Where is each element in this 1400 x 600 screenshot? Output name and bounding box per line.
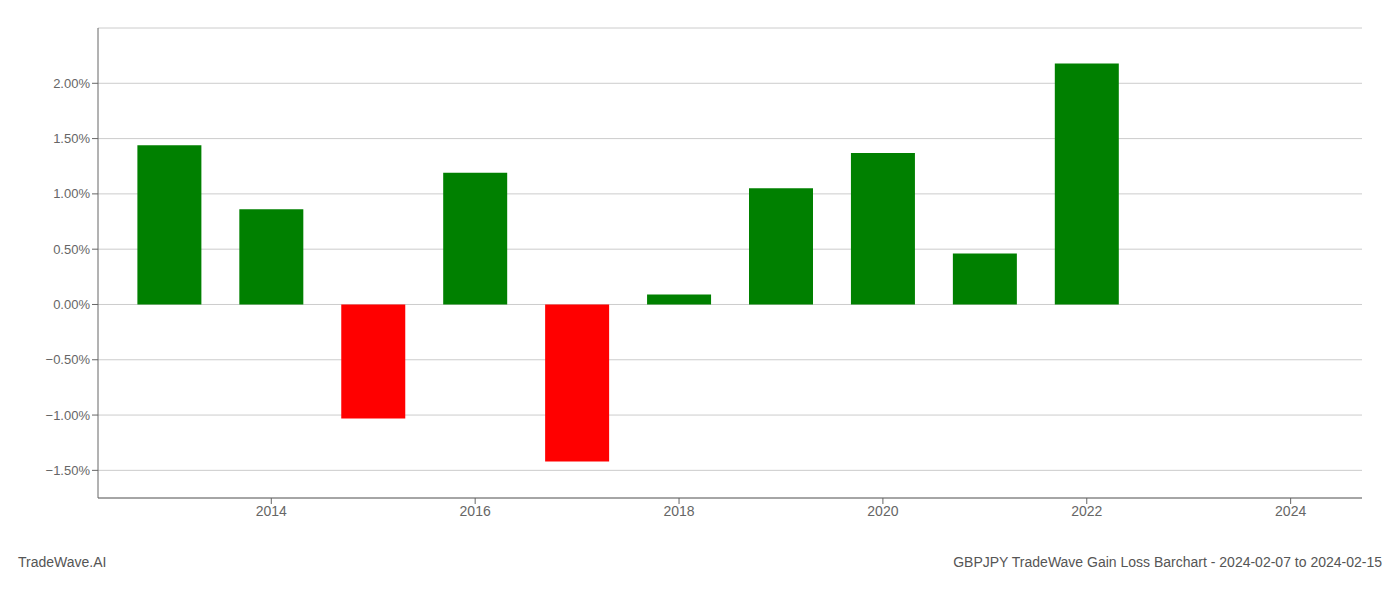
html-text:TradeWave.AI: TradeWave.AI	[18, 554, 107, 570]
svg-text:2022: 2022	[1071, 503, 1102, 519]
svg-text:2016: 2016	[460, 503, 491, 519]
svg-text:2024: 2024	[1275, 503, 1306, 519]
svg-text:1.00%: 1.00%	[53, 186, 90, 201]
svg-text:0.00%: 0.00%	[53, 297, 90, 312]
svg-text:2014: 2014	[256, 503, 287, 519]
svg-text:−0.50%: −0.50%	[46, 352, 91, 367]
svg-text:2020: 2020	[867, 503, 898, 519]
svg-text:0.50%: 0.50%	[53, 242, 90, 257]
html-text:GBPJPY TradeWave Gain Loss Bar: GBPJPY TradeWave Gain Loss Barchart - 20…	[953, 554, 1382, 570]
svg-text:2.00%: 2.00%	[53, 76, 90, 91]
svg-text:2018: 2018	[663, 503, 694, 519]
svg-text:−1.00%: −1.00%	[46, 408, 91, 423]
svg-text:−1.50%: −1.50%	[46, 463, 91, 478]
svg-text:1.50%: 1.50%	[53, 131, 90, 146]
